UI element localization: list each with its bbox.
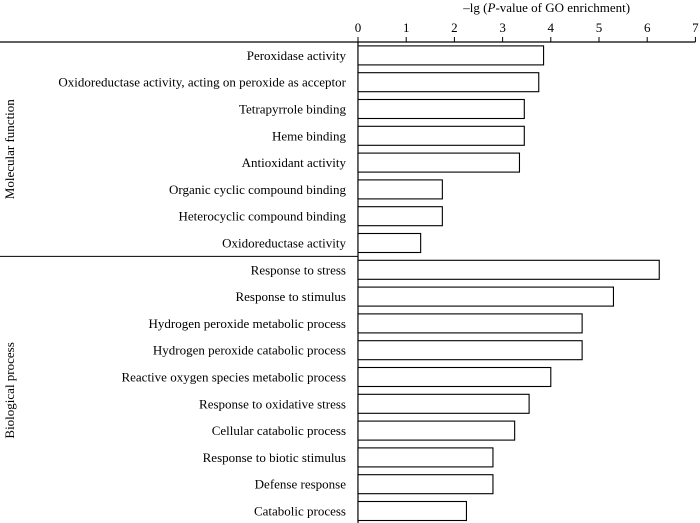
category-label: Reactive oxygen species metabolic proces…	[121, 370, 346, 385]
x-tick-label: 3	[499, 20, 506, 35]
bar	[357, 366, 552, 388]
group-label: Biological process	[2, 342, 17, 438]
bar	[357, 72, 540, 93]
bar	[357, 206, 443, 227]
bar	[357, 179, 443, 200]
category-label: Organic cyclic compound binding	[169, 182, 347, 197]
bar	[357, 125, 525, 146]
x-axis-title: –lg (P-value of GO enrichment)	[462, 0, 630, 15]
x-tick-label: 7	[692, 20, 699, 35]
x-tick-label: 1	[403, 20, 410, 35]
category-label: Defense response	[255, 477, 347, 492]
bar	[357, 152, 521, 173]
category-label: Response to oxidative stress	[199, 396, 346, 411]
bar	[357, 259, 660, 280]
bar	[357, 474, 494, 495]
x-tick-label: 6	[644, 20, 651, 35]
category-label: Heme binding	[272, 128, 347, 143]
bar	[357, 232, 422, 254]
category-label: Peroxidase activity	[247, 48, 347, 63]
bar	[357, 45, 545, 66]
category-label: Antioxidant activity	[242, 155, 347, 170]
x-tick-label: 2	[451, 20, 458, 35]
category-label: Tetrapyrrole binding	[239, 102, 347, 117]
group-labels: Molecular function Biological process	[0, 99, 358, 439]
bar	[357, 447, 494, 468]
category-label: Hydrogen peroxide metabolic process	[149, 316, 346, 331]
x-tick-label: 4	[548, 20, 555, 35]
bar	[357, 420, 516, 441]
bar	[357, 393, 530, 414]
category-label: Oxidoreductase activity	[222, 236, 346, 251]
x-tick-label: 5	[596, 20, 603, 35]
category-label: Heterocyclic compound binding	[178, 209, 346, 224]
category-label: Oxidoreductase activity, acting on perox…	[58, 75, 346, 90]
bar	[357, 500, 467, 522]
x-axis-ticks: 0 1 2 3 4 5 6 7	[0, 20, 699, 523]
category-label: Hydrogen peroxide catabolic process	[153, 343, 346, 358]
bar	[357, 286, 615, 307]
category-label: Catabolic process	[254, 504, 346, 519]
category-labels: Peroxidase activity Oxidoreductase activi…	[58, 48, 346, 519]
bars	[357, 45, 660, 522]
category-label: Response to stress	[251, 262, 346, 277]
category-label: Response to biotic stimulus	[203, 450, 346, 465]
bar	[357, 340, 583, 361]
bar	[357, 313, 583, 334]
bar	[357, 98, 525, 120]
category-label: Cellular catabolic process	[212, 423, 346, 438]
group-label: Molecular function	[2, 99, 17, 199]
x-tick-label: 0	[355, 20, 362, 35]
category-label: Response to stimulus	[235, 289, 346, 304]
